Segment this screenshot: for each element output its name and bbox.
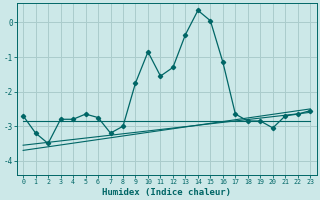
X-axis label: Humidex (Indice chaleur): Humidex (Indice chaleur) xyxy=(102,188,231,197)
